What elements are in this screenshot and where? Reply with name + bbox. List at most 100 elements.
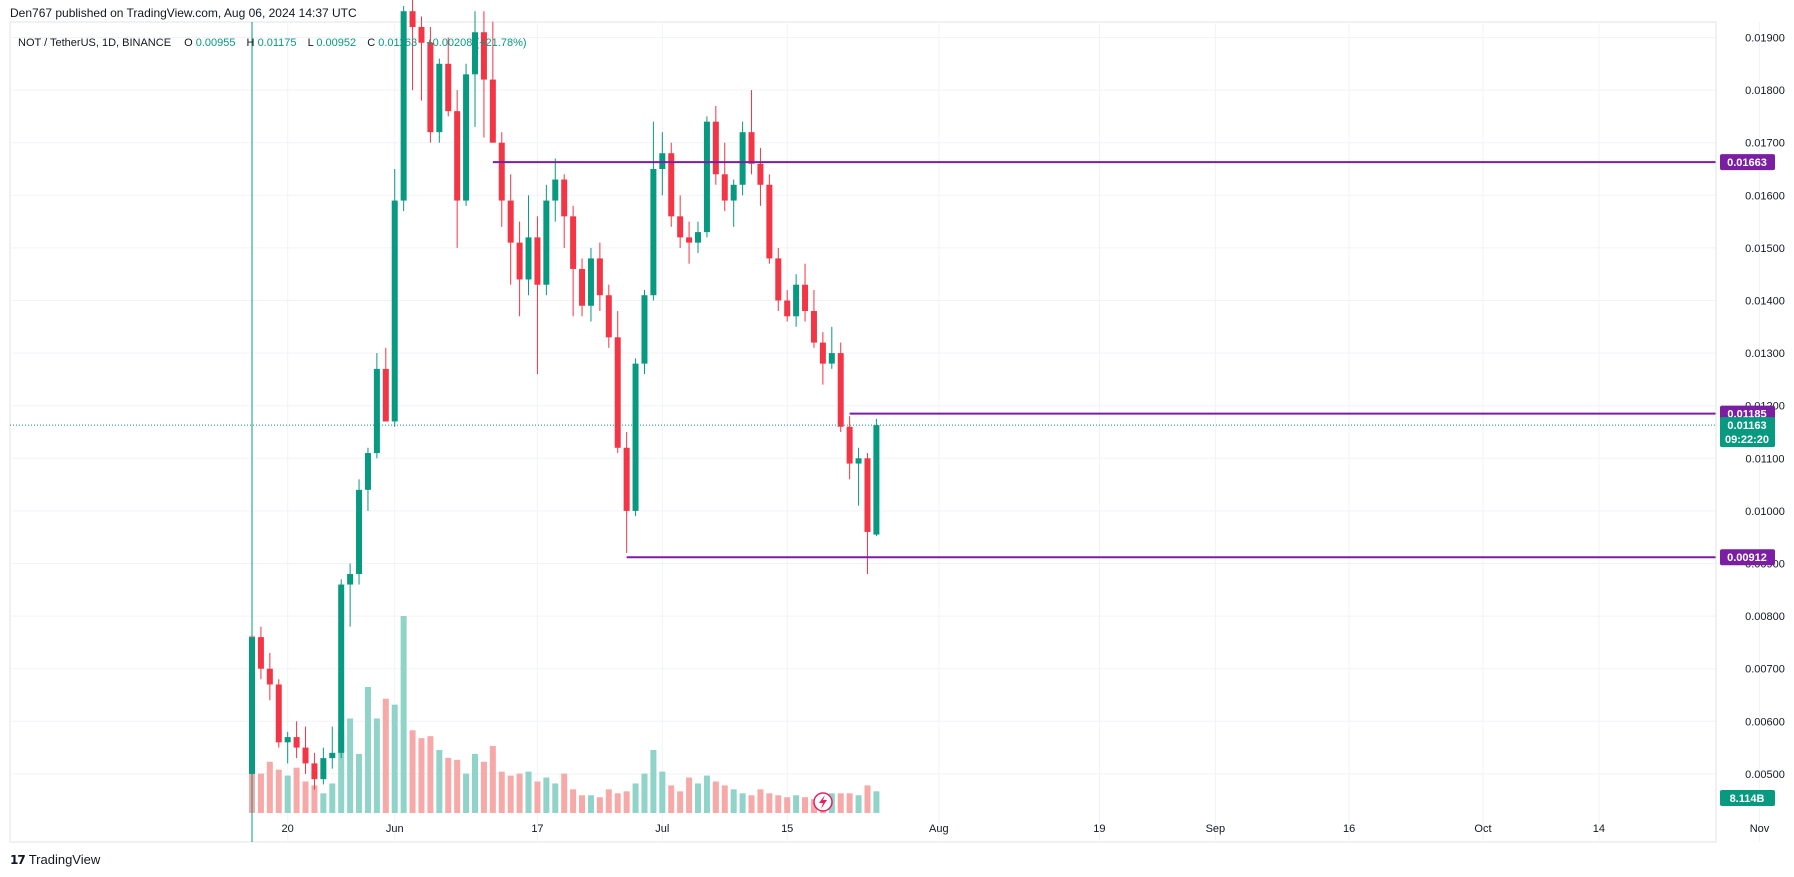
candle-body-54	[730, 184, 737, 201]
volume-bar-68	[855, 795, 862, 813]
candle-48	[677, 195, 684, 248]
candle-body-36	[570, 216, 577, 269]
candle-35	[561, 174, 568, 248]
level-badge-support-low: 0.00912	[1720, 549, 1775, 566]
volume-bar-23	[454, 759, 461, 813]
candle-59	[775, 247, 782, 312]
level-badge-resistance-high-bg	[1720, 154, 1775, 171]
legend-high-value: 0.01175	[258, 37, 297, 49]
replay-lightning-icon[interactable]	[813, 792, 833, 812]
volume-badge: 8.114B	[1720, 790, 1775, 806]
candle-body-31	[525, 237, 532, 280]
volume-bar-43	[632, 783, 639, 813]
candle-body-68	[855, 458, 862, 464]
candle-body-69	[864, 458, 871, 532]
candle-body-17	[400, 11, 407, 201]
volume-badge-bg	[1720, 790, 1775, 806]
candle-body-33	[543, 200, 550, 285]
candle-7	[311, 752, 318, 790]
volume-bar-2	[266, 761, 273, 813]
candle-47	[668, 142, 675, 227]
x-tick-label-3: Jul	[655, 823, 669, 835]
volume-bar-12	[356, 753, 363, 813]
candle-body-10	[338, 584, 345, 753]
candle-66	[837, 342, 844, 432]
volume-bar-52	[712, 781, 719, 813]
volume-bar-25	[472, 753, 478, 813]
x-tick-label-7: Sep	[1206, 823, 1226, 835]
x-tick-label-6: 19	[1093, 823, 1105, 835]
candle-51	[703, 116, 710, 238]
candle-body-53	[721, 174, 728, 201]
candle-body-62	[802, 284, 809, 312]
candle-body-38	[587, 258, 594, 306]
candle-body-0	[249, 637, 255, 774]
horizontal-levels	[10, 161, 1716, 559]
candle-body-55	[739, 132, 746, 185]
y-tick-label-5: 0.01400	[1745, 296, 1785, 308]
candle-21	[436, 58, 443, 143]
volume-bar-36	[570, 789, 577, 813]
current-price-badge-label: 0.01163	[1727, 420, 1766, 432]
candle-25	[472, 11, 478, 127]
legend-low-label: L	[308, 37, 314, 49]
volume-bar-32	[534, 781, 541, 813]
candle-10	[338, 579, 345, 759]
candle-70	[873, 418, 880, 537]
y-tick-label-13: 0.00600	[1745, 716, 1785, 728]
volume-bar-37	[579, 795, 586, 813]
candle-body-58	[766, 184, 773, 259]
legend-close-label: C	[367, 37, 375, 49]
candle-body-7	[311, 763, 318, 780]
candle-body-42	[623, 447, 630, 511]
volume-bar-8	[320, 793, 327, 813]
candle-body-67	[846, 426, 853, 464]
candle-6	[302, 726, 309, 774]
volume-bar-50	[695, 783, 701, 813]
candle-63	[810, 289, 817, 348]
candle-body-15	[382, 368, 389, 422]
y-tick-label-6: 0.01300	[1745, 348, 1785, 360]
candle-54	[730, 179, 737, 227]
volume-bar-35	[561, 773, 568, 813]
candle-55	[739, 121, 746, 196]
candle-46	[659, 132, 666, 196]
candle-32	[534, 216, 541, 375]
candle-18	[409, 0, 416, 91]
candle-37	[579, 258, 586, 317]
legend-high-label: H	[247, 37, 255, 49]
volume-bar-14	[373, 718, 380, 813]
footer-brand[interactable]: 17 TradingView	[10, 852, 100, 867]
candle-1	[257, 626, 264, 680]
candle-17	[400, 5, 407, 212]
candle-body-25	[472, 32, 478, 75]
volume-bar-33	[543, 777, 550, 813]
candle-body-48	[677, 216, 684, 238]
volume-bar-26	[480, 761, 487, 813]
current-price-badge-bg	[1720, 417, 1775, 448]
candle-body-20	[427, 42, 434, 133]
y-tick-label-8: 0.01100	[1746, 453, 1785, 465]
y-tick-label-1: 0.01800	[1745, 85, 1785, 97]
x-tick-label-0: 20	[282, 823, 294, 835]
volume-bar-49	[686, 777, 693, 813]
candle-body-19	[418, 26, 425, 43]
candle-36	[570, 205, 577, 317]
volume-bar-28	[498, 771, 505, 813]
volume-bar-60	[784, 797, 791, 813]
candle-31	[525, 195, 532, 296]
countdown-label: 09:22:20	[1725, 434, 1769, 446]
candle-29	[507, 174, 514, 285]
volume-bar-3	[275, 769, 282, 813]
volume-bar-13	[364, 686, 371, 813]
volume-bar-59	[775, 795, 782, 813]
candle-body-18	[409, 11, 416, 27]
candle-body-5	[293, 737, 300, 748]
x-tick-label-9: Oct	[1474, 823, 1491, 835]
volume-bar-19	[418, 738, 425, 813]
legend-symbol: NOT / TetherUS, 1D, BINANCE	[18, 37, 171, 49]
candle-body-26	[480, 32, 487, 80]
candle-49	[686, 221, 693, 264]
candle-43	[632, 358, 639, 517]
